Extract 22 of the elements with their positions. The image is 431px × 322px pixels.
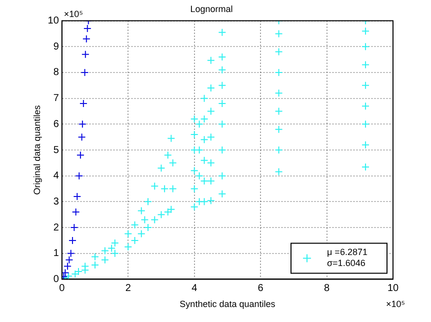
y-axis-title: Original data quantiles [32, 104, 42, 195]
y-tick-label: 9 [53, 41, 60, 52]
legend-label: μ =6.2871 σ=1.6046 [327, 247, 368, 268]
y-tick-label: 5 [53, 144, 60, 156]
chart-title: Lognormal [190, 4, 233, 14]
x-tick-label: 10 [387, 282, 399, 294]
y-tick-label: 4 [53, 170, 60, 182]
y-tick-label: 2 [53, 222, 60, 234]
x-tick-label: 8 [324, 282, 330, 294]
text: ×10⁵ [64, 8, 84, 19]
x-tick-label: 4 [192, 282, 198, 294]
y-tick-label: 7 [53, 93, 60, 104]
y-tick-label: 3 [53, 196, 60, 208]
y-tick-label: 0 [53, 274, 60, 285]
text: ×10⁵ [386, 299, 406, 310]
y-tick-label: 6 [53, 118, 60, 130]
x-tick-label: 2 [125, 282, 132, 294]
x-tick-label: 6 [258, 282, 264, 294]
x-axis-title: Synthetic data quantiles [180, 299, 276, 310]
y-tick-label: 8 [53, 67, 60, 78]
y-tick-label: 1 [53, 248, 60, 260]
y-tick-label: 10 [48, 16, 60, 27]
